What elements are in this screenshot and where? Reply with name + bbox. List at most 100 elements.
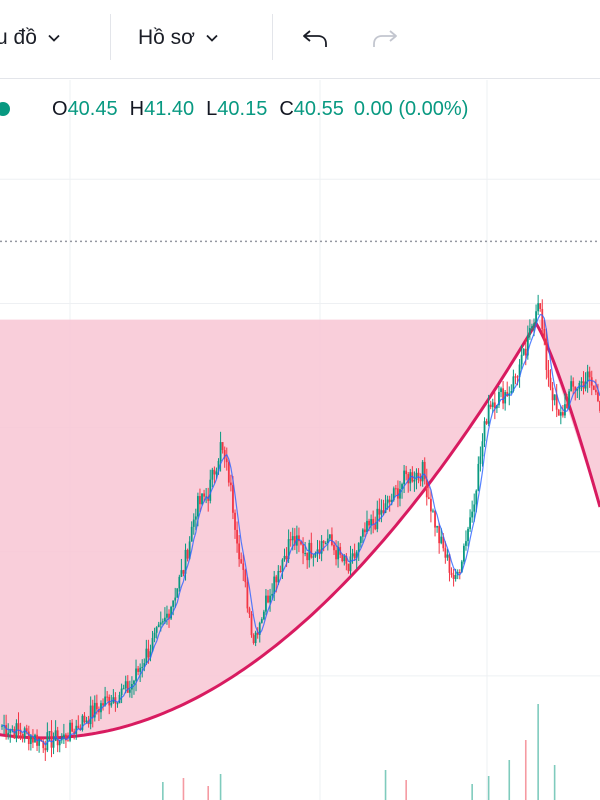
candle-body <box>353 553 356 559</box>
candle-body <box>139 667 142 672</box>
candle-body <box>564 404 566 416</box>
candle-body <box>192 519 195 527</box>
candle-body <box>5 725 8 735</box>
candle-body <box>446 554 449 558</box>
candle-body <box>260 619 263 623</box>
candle-body <box>588 371 591 378</box>
candle-body <box>306 552 309 561</box>
candle-body <box>438 526 441 544</box>
candle-body <box>471 511 474 518</box>
candle-body <box>355 551 358 559</box>
candle-body <box>118 694 121 704</box>
candle-body <box>427 497 430 499</box>
candle-body <box>242 563 245 570</box>
candle-body <box>343 556 346 562</box>
candle-body <box>337 546 340 560</box>
candle-body <box>114 697 117 704</box>
candle-body <box>23 728 26 738</box>
candle-body <box>151 637 154 652</box>
candle-body <box>25 728 28 732</box>
candle-body <box>252 635 255 643</box>
candle-body <box>512 376 515 392</box>
candle-body <box>535 311 537 324</box>
chart-menu-button[interactable]: u đồ <box>0 18 61 58</box>
candle-body <box>225 458 228 463</box>
candle-body <box>75 725 78 734</box>
candle-body <box>553 394 556 401</box>
moving-average <box>1 313 600 746</box>
high-key: H <box>129 97 145 120</box>
candle-body <box>291 536 294 541</box>
cup-pattern-fill <box>0 319 600 738</box>
volume-bars <box>162 704 556 800</box>
volume-bar <box>524 740 527 800</box>
candle-body <box>95 702 98 710</box>
candle-body <box>370 519 373 526</box>
candle-body <box>133 680 135 685</box>
candle-body <box>526 334 529 356</box>
candle-body <box>489 404 492 408</box>
profile-menu-button[interactable]: Hồ sơ <box>138 18 219 58</box>
candle-body <box>460 561 463 573</box>
candle-body <box>21 733 24 738</box>
candle-body <box>417 472 420 477</box>
candle-body <box>341 554 344 562</box>
change-value: 0.00 (0.00%) <box>353 97 469 120</box>
candle-body <box>326 538 329 543</box>
candle-body <box>102 703 104 706</box>
candle-body <box>209 479 212 501</box>
candle-body <box>524 348 527 356</box>
candle-body <box>310 542 313 558</box>
candle-body <box>246 582 249 609</box>
candle-body <box>52 740 55 748</box>
volume-bar <box>508 760 511 800</box>
volume-bar <box>471 784 473 800</box>
candle-body <box>397 488 399 499</box>
candle-body <box>543 329 546 339</box>
candle-body <box>9 729 12 733</box>
chart-menu-label: u đồ <box>0 26 37 49</box>
candle-body <box>143 663 146 667</box>
candle-body <box>281 559 284 572</box>
candle-body <box>518 364 521 378</box>
candle-body <box>572 381 575 387</box>
candle-body <box>475 490 478 505</box>
candle-body <box>124 681 127 689</box>
candle-body <box>106 696 109 698</box>
candle-body <box>347 563 350 572</box>
candle-body <box>382 510 385 513</box>
open-value: 40.45 <box>67 97 118 120</box>
candle-body <box>335 550 337 560</box>
candle-body <box>403 470 406 485</box>
candle-body <box>213 469 216 475</box>
candle-body <box>161 621 164 623</box>
candle-body <box>77 725 80 729</box>
close-key: C <box>279 97 294 120</box>
candle-body <box>345 556 348 564</box>
undo-button[interactable] <box>300 18 330 58</box>
candle-body <box>364 529 366 533</box>
redo-arrow-icon <box>373 30 397 47</box>
redo-button[interactable] <box>370 18 400 58</box>
candle-body <box>199 496 201 505</box>
candle-body <box>229 482 232 486</box>
candle-body <box>232 485 234 513</box>
volume-bar <box>553 765 556 800</box>
candle-body <box>38 738 41 746</box>
candle-body <box>254 632 257 643</box>
candle-body <box>570 381 573 392</box>
candle-body <box>434 510 436 528</box>
candle-body <box>568 391 570 409</box>
candle-body <box>458 572 461 574</box>
candle-body <box>456 572 459 575</box>
low-value: 40.15 <box>217 97 268 120</box>
candle-body <box>392 488 395 501</box>
candle-body <box>498 392 500 406</box>
candle-body <box>91 705 94 718</box>
candle-body <box>386 499 389 504</box>
candle-body <box>592 385 595 390</box>
candle-body <box>11 729 14 731</box>
candle-body <box>304 552 307 554</box>
volume-bar <box>405 780 407 800</box>
